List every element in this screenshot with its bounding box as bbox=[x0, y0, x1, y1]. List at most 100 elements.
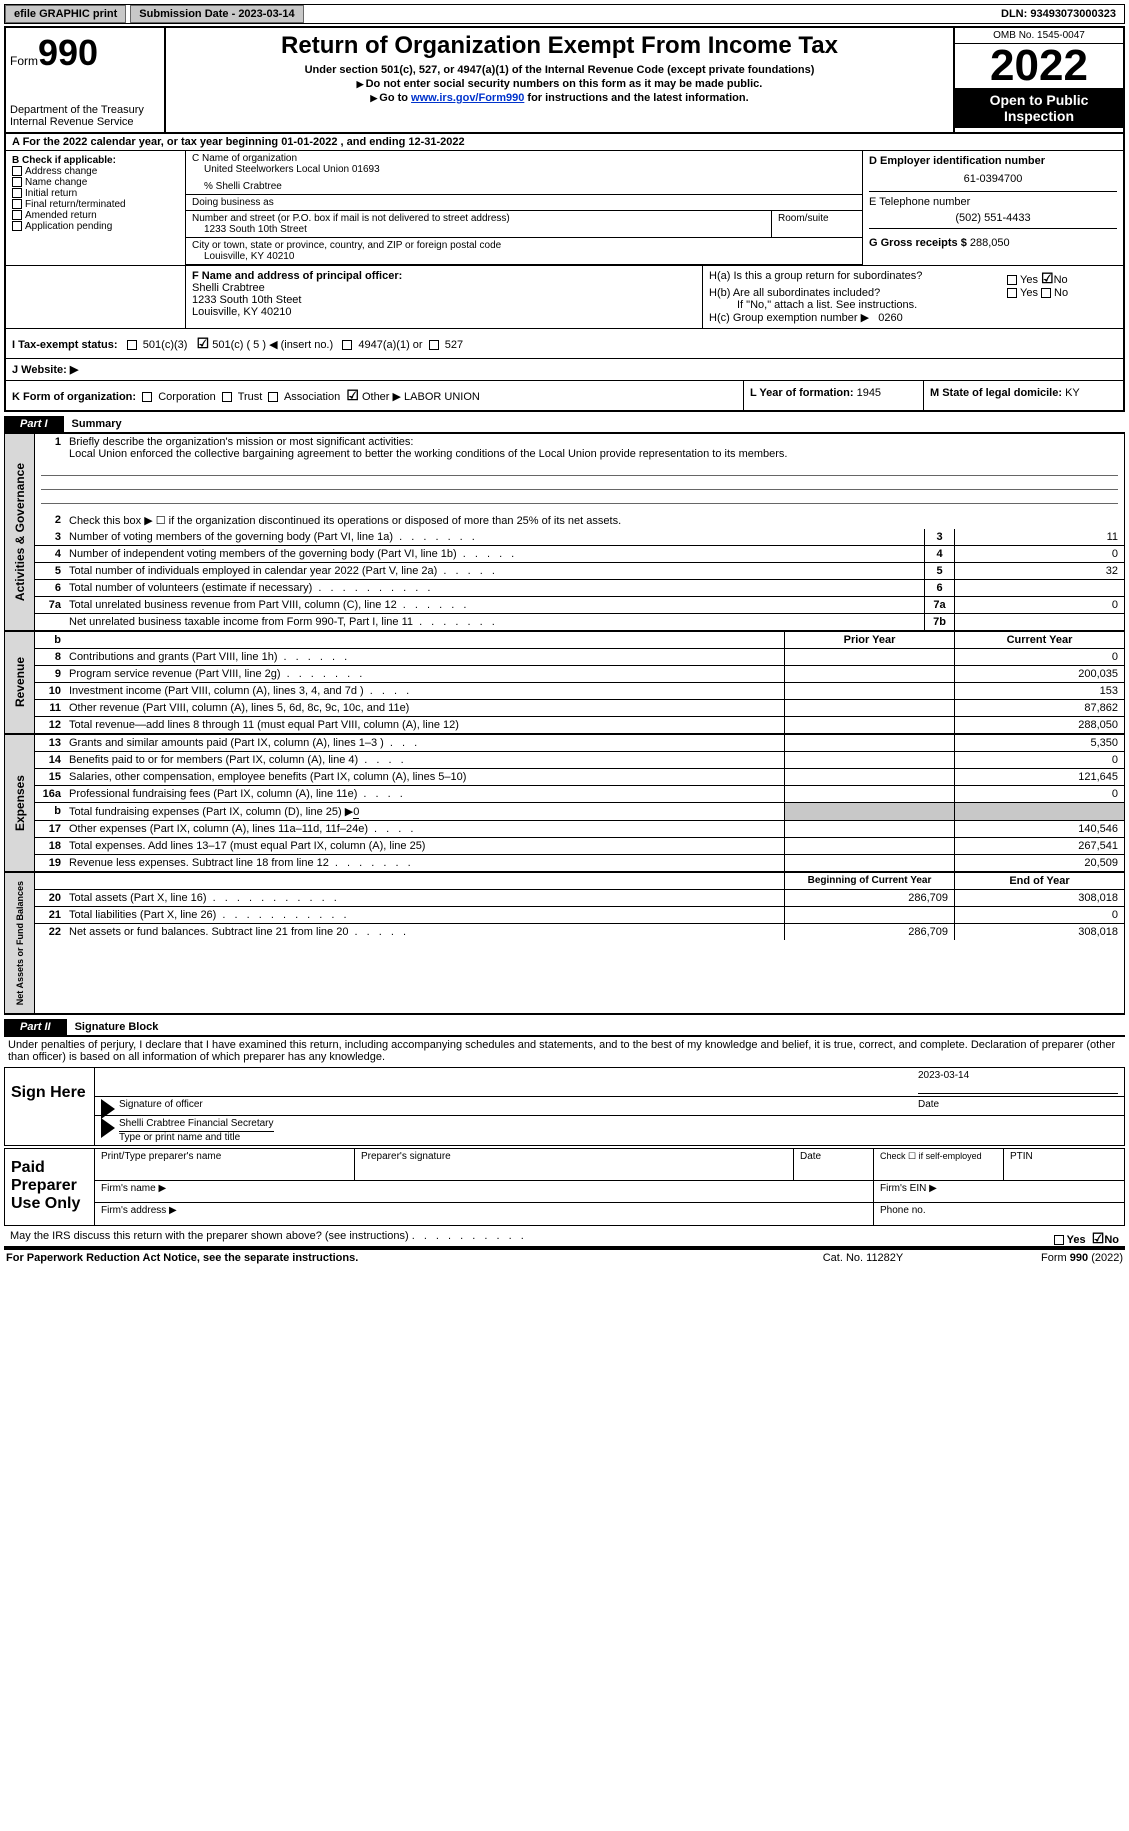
opt-amended: Amended return bbox=[25, 210, 97, 221]
room-suite-label: Room/suite bbox=[772, 211, 862, 237]
dba-label: Doing business as bbox=[186, 195, 862, 211]
checkbox-address-change[interactable] bbox=[12, 166, 22, 176]
line1-label: Briefly describe the organization's miss… bbox=[69, 436, 413, 448]
discuss-no: No bbox=[1104, 1234, 1119, 1246]
print-name-label: Print/Type preparer's name bbox=[95, 1149, 355, 1180]
line13-desc: Grants and similar amounts paid (Part IX… bbox=[69, 737, 384, 749]
ha-no-check: ☑ bbox=[1041, 270, 1054, 286]
line4-desc: Number of independent voting members of … bbox=[69, 548, 457, 560]
other-label: Other ▶ bbox=[362, 391, 401, 403]
line16b-val: 0 bbox=[353, 806, 359, 819]
checkbox-amended[interactable] bbox=[12, 210, 22, 220]
opt-name-change: Name change bbox=[25, 177, 87, 188]
checkbox-app-pending[interactable] bbox=[12, 221, 22, 231]
irs-link[interactable]: www.irs.gov/Form990 bbox=[411, 92, 524, 104]
prep-phone-label: Phone no. bbox=[874, 1203, 1124, 1225]
line20-desc: Total assets (Part X, line 16) bbox=[69, 892, 207, 904]
corp-box[interactable] bbox=[142, 392, 152, 402]
opt-initial-return: Initial return bbox=[25, 188, 77, 199]
4947-box[interactable] bbox=[342, 340, 352, 350]
line15-desc: Salaries, other compensation, employee b… bbox=[69, 771, 466, 783]
efile-topbar: efile GRAPHIC print Submission Date - 20… bbox=[4, 4, 1125, 24]
line11-cur: 87,862 bbox=[954, 700, 1124, 716]
trust-box[interactable] bbox=[222, 392, 232, 402]
line15-cur: 121,645 bbox=[954, 769, 1124, 785]
vlabel-net-assets: Net Assets or Fund Balances bbox=[13, 873, 27, 1013]
line4-val: 0 bbox=[954, 546, 1124, 562]
prior-year-header: Prior Year bbox=[784, 632, 954, 648]
part2-tab: Part II bbox=[4, 1019, 67, 1035]
section-b-label: B Check if applicable: bbox=[12, 155, 179, 166]
hb-no-box[interactable] bbox=[1041, 288, 1051, 298]
line7b-desc: Net unrelated business taxable income fr… bbox=[69, 616, 413, 628]
hb-yes: Yes bbox=[1020, 287, 1038, 299]
part2-title: Signature Block bbox=[67, 1019, 167, 1035]
opt-app-pending: Application pending bbox=[25, 221, 112, 232]
form-header: Form990 Department of the Treasury Inter… bbox=[4, 26, 1125, 134]
officer-city: Louisville, KY 40210 bbox=[192, 306, 696, 318]
line-a: A For the 2022 calendar year, or tax yea… bbox=[4, 134, 1125, 151]
line16a-desc: Professional fundraising fees (Part IX, … bbox=[69, 788, 357, 800]
phone-value: (502) 551-4433 bbox=[869, 208, 1117, 228]
discuss-yes-box[interactable] bbox=[1054, 1235, 1064, 1245]
line7a-desc: Total unrelated business revenue from Pa… bbox=[69, 599, 397, 611]
notice-2-post: for instructions and the latest informat… bbox=[524, 92, 748, 104]
opt-final-return: Final return/terminated bbox=[25, 199, 126, 210]
prep-date-label: Date bbox=[794, 1149, 874, 1180]
notice-2-pre: Go to bbox=[379, 92, 411, 104]
ha-no: No bbox=[1054, 274, 1068, 286]
gross-receipts-value: 288,050 bbox=[970, 237, 1010, 249]
triangle-icon-2 bbox=[101, 1118, 115, 1138]
submission-date-btn[interactable]: Submission Date - 2023-03-14 bbox=[130, 5, 303, 23]
dln-text: DLN: 93493073000323 bbox=[1001, 8, 1124, 20]
prep-sig-label: Preparer's signature bbox=[355, 1149, 794, 1180]
hc-value: 0260 bbox=[878, 312, 902, 324]
efile-graphic-btn[interactable]: efile GRAPHIC print bbox=[5, 5, 126, 23]
501c3-box[interactable] bbox=[127, 340, 137, 350]
checkbox-initial-return[interactable] bbox=[12, 188, 22, 198]
line10-desc: Investment income (Part VIII, column (A)… bbox=[69, 685, 364, 697]
line22-beg: 286,709 bbox=[784, 924, 954, 940]
end-year-header: End of Year bbox=[954, 873, 1124, 889]
irs-label: Internal Revenue Service bbox=[10, 116, 160, 128]
checkbox-final-return[interactable] bbox=[12, 199, 22, 209]
other-value: LABOR UNION bbox=[404, 391, 480, 403]
sig-date-value: 2023-03-14 bbox=[918, 1070, 1118, 1094]
527-box[interactable] bbox=[429, 340, 439, 350]
line3-desc: Number of voting members of the governin… bbox=[69, 531, 393, 543]
line9-desc: Program service revenue (Part VIII, line… bbox=[69, 668, 281, 680]
line9-cur: 200,035 bbox=[954, 666, 1124, 682]
line5-desc: Total number of individuals employed in … bbox=[69, 565, 437, 577]
line21-end: 0 bbox=[954, 907, 1124, 923]
addr-label: Number and street (or P.O. box if mail i… bbox=[192, 213, 765, 224]
line7a-val: 0 bbox=[954, 597, 1124, 613]
section-i-label: I Tax-exempt status: bbox=[12, 339, 118, 351]
section-j-website: J Website: ▶ bbox=[4, 359, 1125, 381]
ha-yes-box[interactable] bbox=[1007, 275, 1017, 285]
city-state-zip: Louisville, KY 40210 bbox=[192, 251, 856, 262]
footer-form: 990 bbox=[1070, 1252, 1088, 1264]
cat-number: Cat. No. 11282Y bbox=[763, 1252, 963, 1264]
hb-note: If "No," attach a list. See instructions… bbox=[709, 299, 1117, 311]
firm-name-label: Firm's name ▶ bbox=[95, 1181, 874, 1202]
line8-cur: 0 bbox=[954, 649, 1124, 665]
corp-label: Corporation bbox=[158, 391, 215, 403]
other-check: ☑ bbox=[346, 387, 359, 403]
form-prefix: Form bbox=[10, 54, 38, 68]
line18-cur: 267,541 bbox=[954, 838, 1124, 854]
line22-desc: Net assets or fund balances. Subtract li… bbox=[69, 926, 348, 938]
phone-label: E Telephone number bbox=[869, 191, 1117, 208]
checkbox-name-change[interactable] bbox=[12, 177, 22, 187]
line20-end: 308,018 bbox=[954, 890, 1124, 906]
assoc-box[interactable] bbox=[268, 392, 278, 402]
hb-yes-box[interactable] bbox=[1007, 288, 1017, 298]
line20-beg: 286,709 bbox=[784, 890, 954, 906]
form-subtitle: Under section 501(c), 527, or 4947(a)(1)… bbox=[170, 64, 949, 76]
501c3-label: 501(c)(3) bbox=[143, 339, 188, 351]
line19-desc: Revenue less expenses. Subtract line 18 … bbox=[69, 857, 329, 869]
hb-label: H(b) Are all subordinates included? bbox=[709, 287, 880, 299]
line13-cur: 5,350 bbox=[954, 735, 1124, 751]
line6-desc: Total number of volunteers (estimate if … bbox=[69, 582, 312, 594]
form-number: 990 bbox=[38, 32, 98, 73]
line1-mission: Local Union enforced the collective barg… bbox=[69, 448, 787, 460]
